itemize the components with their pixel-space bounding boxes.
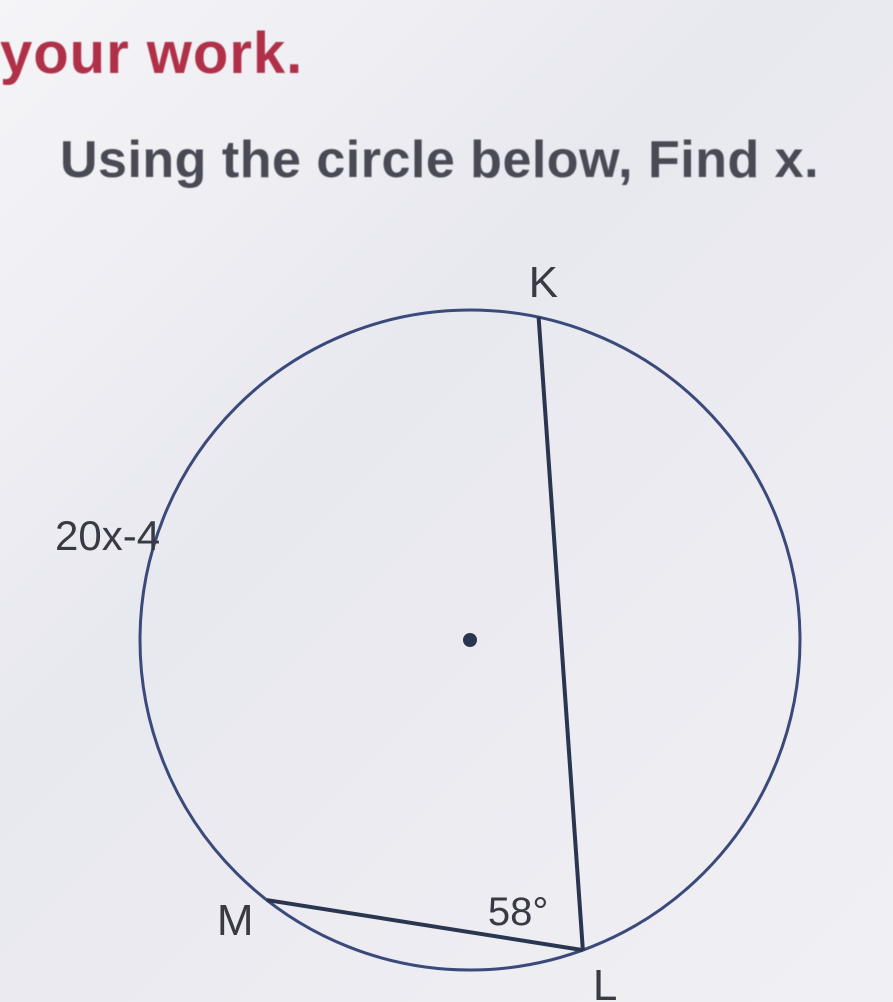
problem-prompt: Using the circle below, Find x.	[60, 130, 819, 190]
worksheet-page: your work. Using the circle below, Find …	[0, 0, 893, 1002]
chord-KL	[539, 317, 583, 950]
point-label-L: L	[593, 961, 617, 1002]
circle-svg: K L M 20x-4 58°	[0, 250, 893, 1002]
angle-label: 58°	[488, 890, 549, 934]
circle-figure: K L M 20x-4 58°	[0, 250, 893, 1002]
point-label-K: K	[529, 258, 558, 307]
center-dot	[463, 633, 477, 647]
header-fragment: your work.	[0, 20, 303, 87]
arc-label: 20x-4	[55, 512, 160, 559]
point-label-M: M	[217, 896, 254, 945]
